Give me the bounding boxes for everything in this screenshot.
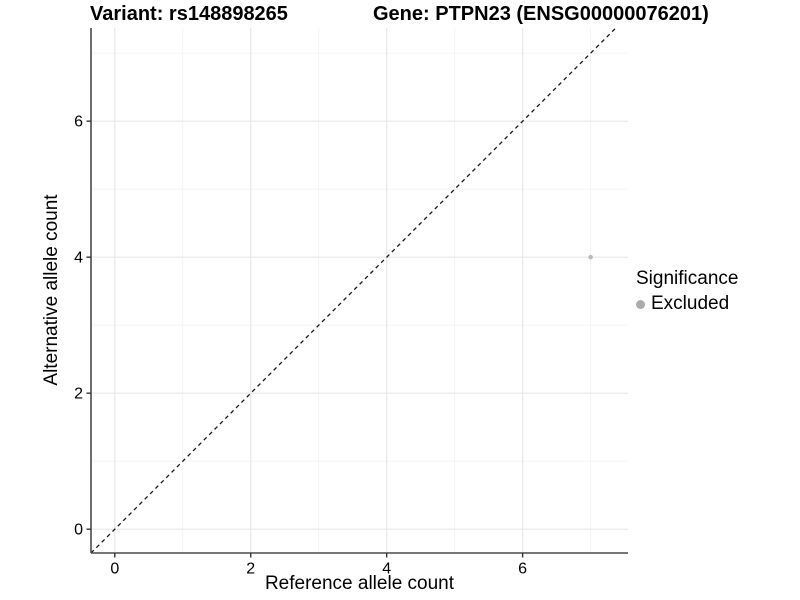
legend-title: Significance — [636, 268, 739, 289]
legend: Significance Excluded — [636, 268, 738, 315]
x-axis-title: Reference allele count — [264, 573, 455, 594]
y-tick-label: 0 — [74, 522, 83, 539]
y-axis-title: Alternative allele count — [41, 194, 62, 386]
x-tick-label: 2 — [246, 561, 255, 578]
data-points — [588, 254, 593, 260]
plot-title-variant: Variant: rs148898265 — [90, 3, 288, 25]
grid-major — [91, 28, 628, 553]
axis-ticks — [86, 120, 524, 558]
grid-minor — [91, 28, 628, 553]
legend-dot-icon — [636, 299, 645, 309]
x-tick-label: 6 — [518, 561, 527, 578]
data-point — [588, 254, 593, 260]
legend-item-excluded: Excluded — [636, 293, 738, 315]
y-tick-label: 6 — [74, 114, 83, 131]
x-tick-label: 4 — [382, 561, 391, 578]
y-tick-label: 4 — [74, 250, 83, 267]
x-tick-label: 0 — [110, 561, 119, 578]
identity-line — [90, 27, 617, 554]
legend-item-label: Excluded — [651, 293, 730, 314]
plot-title-gene: Gene: PTPN23 (ENSG00000076201) — [373, 3, 709, 25]
axis-tick-labels: 0 2 4 6 0 2 4 6 — [74, 114, 527, 578]
y-tick-label: 2 — [74, 386, 83, 403]
